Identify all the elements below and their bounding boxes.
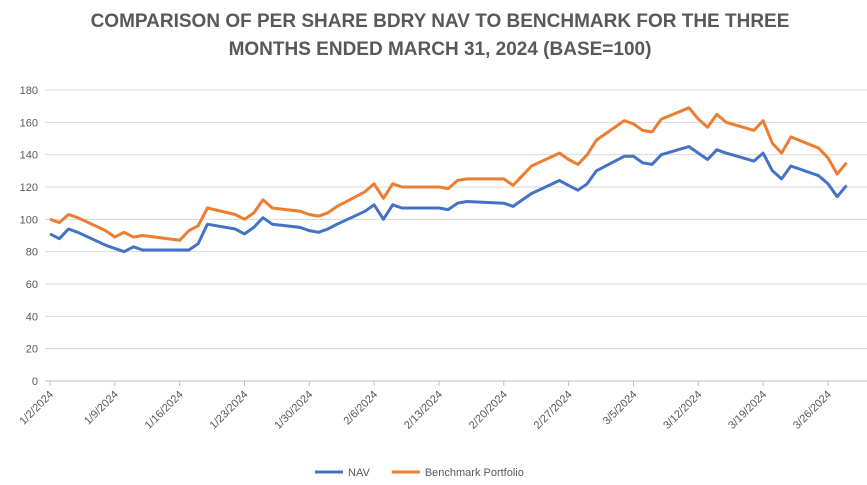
y-tick-label: 160 [20,117,38,129]
y-tick-label: 20 [26,344,38,356]
y-tick-label: 100 [20,214,38,226]
legend-label: NAV [348,467,370,479]
series-line [49,106,848,242]
x-tick-label: 2/13/2024 [402,389,445,432]
x-tick-label: 1/30/2024 [272,389,315,432]
y-tick-label: 120 [20,182,38,194]
x-tick-label: 3/12/2024 [661,389,704,432]
chart-title-box: COMPARISON OF PER SHARE BDRY NAV TO BENC… [40,8,840,64]
legend-label: Benchmark Portfolio [425,467,524,479]
y-tick-label: 40 [26,311,38,323]
y-tick-label: 180 [20,85,38,97]
x-tick-label: 1/23/2024 [208,389,251,432]
x-tick-label: 3/5/2024 [601,389,640,428]
x-tick-label: 1/2/2024 [17,389,56,428]
x-tick-label: 2/6/2024 [341,389,380,428]
y-tick-label: 0 [32,376,38,388]
chart-title: COMPARISON OF PER SHARE BDRY NAV TO BENC… [90,11,790,60]
x-tick-label: 3/19/2024 [726,389,769,432]
y-tick-label: 80 [26,247,38,259]
y-tick-label: 140 [20,150,38,162]
x-tick-label: 1/16/2024 [143,389,186,432]
series-line [49,145,848,254]
x-tick-label: 2/27/2024 [532,389,575,432]
x-tick-label: 3/26/2024 [791,389,834,432]
y-tick-label: 60 [26,279,38,291]
x-tick-label: 2/20/2024 [467,389,510,432]
x-tick-label: 1/9/2024 [82,389,121,428]
